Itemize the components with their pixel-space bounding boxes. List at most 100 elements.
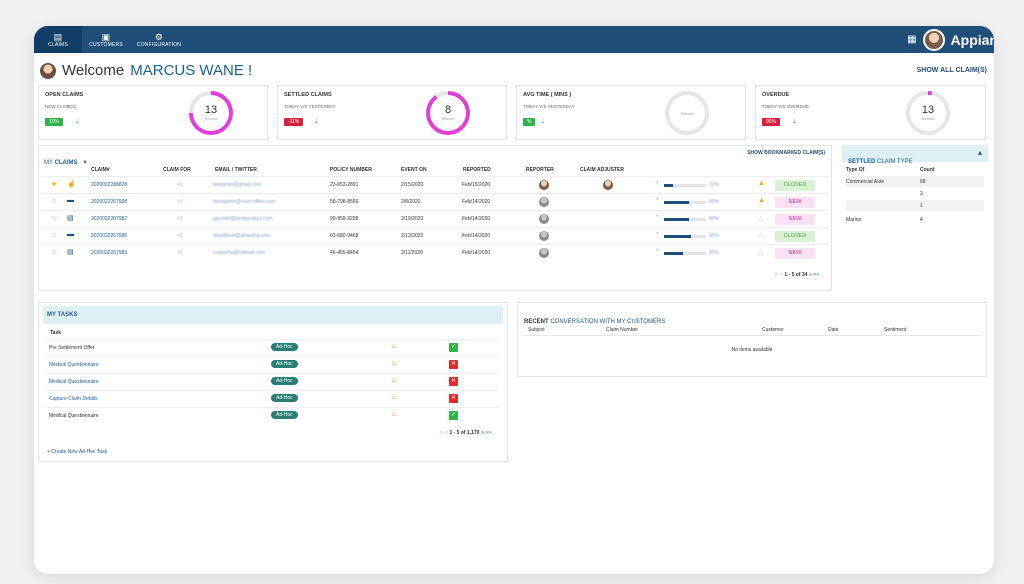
task-name[interactable]: Medical Questionnaire [49,379,99,385]
my-tasks-header: MY TASKS [43,306,503,324]
kpi-subtitle: TODAY V/S YESTERDAY [284,104,336,109]
kpi-unit: Record [204,116,218,121]
form-icon: ▤ [67,215,74,222]
task-name[interactable]: Pre Settlement Offer [49,345,95,351]
check-icon[interactable]: ✓ [449,411,458,420]
col-event-on: EVENT ON [401,167,427,173]
filter-icon[interactable]: ▼ [82,160,88,166]
warning-icon: △ [758,232,764,239]
check-icon[interactable]: ✓ [449,343,458,352]
kpi-title: OVERDUE [762,92,790,98]
last-page-icon[interactable]: >> [813,272,819,278]
task-name[interactable]: Capture Claim Details [49,396,98,402]
table-row[interactable]: ☆ ▤ 2020022267987 +1 gacodel@bestproduct… [41,210,829,227]
claim-for: +1 [177,250,183,256]
email: coasterly@hotmail.com [213,250,266,256]
table-row[interactable]: ☆ ▤ 2020022267983 +1 coasterly@hotmail.c… [41,244,829,261]
recent-title-a: RECENT [524,319,549,325]
pager-label: 1 - 5 of 1,170 [449,430,480,436]
claim-number[interactable]: 2020022267983 [91,250,128,256]
task-row[interactable]: Medical Questionnaire Ad-Hoc ♨ ✓ [47,407,499,424]
task-row[interactable]: Medical Questionnaire Ad-Hoc ♨ ✕ [47,373,499,390]
claim-number[interactable]: 2020022267986 [91,233,128,239]
progress-bar [664,201,706,204]
col-task: Task [50,330,62,336]
bookmark-star-icon[interactable]: ★ [51,181,58,188]
warning-icon: ▲ [758,180,765,187]
user-avatar[interactable] [922,28,945,51]
create-adhoc-task-link[interactable]: + Create New Ad-Hoc Task [47,449,108,455]
kpi-subtitle: NEW CLAIM(S) [45,104,77,109]
collapse-icon[interactable]: ▴ [977,148,982,157]
settled-title-b: CLAIM TYPE [875,159,913,165]
warning-icon: △ [758,249,764,256]
event-on: 2/8/2020 [401,199,421,205]
tab-customers[interactable]: ▣ CUSTOMERS [82,26,130,53]
recent-conversation-panel: RECENT CONVERSATION WITH MY CUSTOMERS Su… [517,302,987,377]
app-grid-icon[interactable]: ▦ [907,34,917,45]
table-row[interactable]: ★ ☝ 2020022288828 +1 beejamin@gmail.com … [41,176,829,193]
bookmark-star-icon[interactable]: ☆ [51,232,58,239]
claim-number[interactable]: 2020022288828 [91,182,128,188]
tab-claims[interactable]: ▤ CLAIMS [34,26,82,53]
kpi-avg-time: AVG TIME ( MINS ) TODAY V/S YESTERDAY % … [516,85,746,140]
close-icon[interactable]: ✕ [449,377,458,386]
show-all-claims-link[interactable]: SHOW ALL CLAIM(S) [916,67,987,74]
prev-page-icon[interactable]: < [780,272,783,278]
claim-for: +1 [177,199,183,205]
policy-number: 63-680-9468 [330,233,359,239]
task-tag: Ad-Hoc [271,377,298,385]
configuration-icon: ⚙ [154,31,164,42]
col-policy-number: POLICY NUMBER [330,167,372,173]
progress-bar [664,218,706,221]
last-page-icon[interactable]: >> [485,430,491,436]
my-claims-title: CLAIMS [54,160,78,166]
close-icon[interactable]: ✕ [449,394,458,403]
col-reporter: REPORTER [526,167,554,173]
status-badge: NEW [775,248,815,259]
trend-down-icon: ↓ [314,116,318,125]
show-bookmarked-link[interactable]: SHOW BOOKMARKED CLAIM(S) [747,150,825,156]
task-row[interactable]: Capture Claim Details Ad-Hoc ♨ ✕ [47,390,499,407]
policy-number: 90-958-3298 [330,216,359,222]
claims-icon: ▤ [53,31,63,42]
first-page-icon[interactable]: |< [774,272,779,278]
table-row[interactable]: ☆ ▬ 2020022267998 +1 dasajamin@rosecoffe… [41,193,829,210]
col-claim-number: CLAIM# [91,167,110,173]
first-page-icon[interactable]: |< [439,430,444,436]
bookmark-star-icon[interactable]: ☆ [51,249,58,256]
settled-row: Commercial Auto 68 [846,176,984,187]
tab-configuration[interactable]: ⚙ CONFIGURATION [130,26,188,53]
pager-label: 1 - 5 of 34 [784,272,808,278]
clock-icon: ◔ [655,197,659,203]
app-window: ▤ CLAIMS ▣ CUSTOMERS ⚙ CONFIGURATION ▦ A… [34,26,994,574]
bookmark-star-icon[interactable]: ☆ [51,198,58,205]
claims-pager: |< < 1 - 5 of 34 > >> [774,272,819,278]
task-row[interactable]: Medical Questionnaire Ad-Hoc ♨ ✕ [47,356,499,373]
next-page-icon[interactable]: > [480,430,484,436]
table-row[interactable]: ☆ ▬ 2020022267986 +1 dauidlavel@amazing.… [41,227,829,244]
task-name[interactable]: Medical Questionnaire [49,413,99,419]
task-tag: Ad-Hoc [271,360,298,368]
task-name[interactable]: Medical Questionnaire [49,362,99,368]
kpi-badge: % [523,118,536,126]
prev-page-icon[interactable]: < [445,430,449,436]
close-icon[interactable]: ✕ [449,360,458,369]
my-claims-heading: MY CLAIMS ▼ [44,151,88,169]
claim-number[interactable]: 2020022267987 [91,216,128,222]
kpi-value: 8 [444,104,452,116]
settled-count: 2 [920,191,923,197]
tasks-pager: |< < 1 - 5 of 1,170 > >> [440,430,491,436]
recent-title-b: CONVERSATION WITH MY CUSTOMERS [548,319,666,325]
claim-number[interactable]: 2020022267998 [91,199,128,205]
settled-claim-type-title: SETTLED CLAIM TYPE [848,150,913,168]
welcome-text: Welcome [62,62,125,79]
customers-icon: ▣ [101,31,111,42]
trend-down-icon: ↓ [792,116,796,125]
task-tag: Ad-Hoc [271,343,298,351]
task-row[interactable]: Pre Settlement Offer Ad-Hoc ♨ ✓ [47,339,499,356]
task-tag: Ad-Hoc [271,411,298,419]
next-page-icon[interactable]: > [808,272,812,278]
col-date: Date [828,327,839,333]
bookmark-star-icon[interactable]: ☆ [51,215,58,222]
